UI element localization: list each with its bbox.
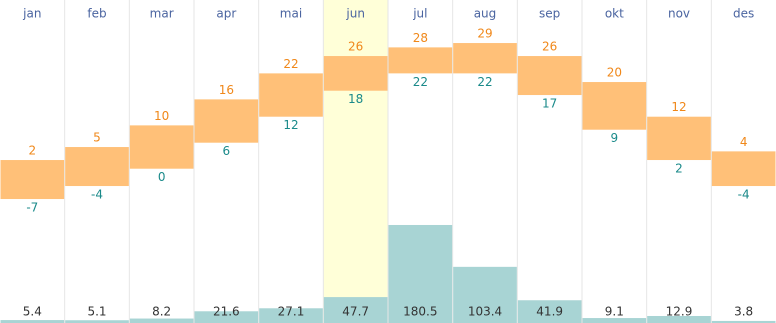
low-label: 0 <box>158 170 166 184</box>
low-label: 2 <box>675 162 683 176</box>
precipitation-label: 5.4 <box>23 305 42 319</box>
precipitation-label: 21.6 <box>213 305 240 319</box>
month-label: aug <box>474 7 497 21</box>
month-label: jun <box>345 7 365 21</box>
temperature-bar <box>129 125 194 169</box>
temperature-bar <box>194 99 259 143</box>
month-label: jan <box>22 7 41 21</box>
month-label: mar <box>150 7 174 21</box>
high-label: 2 <box>29 144 37 158</box>
precipitation-bar <box>129 318 194 323</box>
month-label: apr <box>216 7 236 21</box>
temperature-bar <box>0 160 65 200</box>
month-label: des <box>733 7 754 21</box>
high-label: 5 <box>93 131 101 145</box>
temperature-bar <box>517 56 582 96</box>
low-label: 12 <box>283 118 298 132</box>
low-label: 22 <box>477 75 492 89</box>
low-label: 9 <box>611 131 619 145</box>
precipitation-bar <box>647 315 711 323</box>
precipitation-bar <box>453 266 517 323</box>
month-label: nov <box>668 7 690 21</box>
high-label: 10 <box>154 109 169 123</box>
precipitation-bar <box>0 320 65 323</box>
precipitation-label: 5.1 <box>87 305 106 319</box>
temperature-bar <box>388 47 453 74</box>
month-label: mai <box>280 7 302 21</box>
high-label: 26 <box>542 40 557 54</box>
precipitation-label: 180.5 <box>403 305 437 319</box>
high-label: 22 <box>283 57 298 71</box>
high-label: 28 <box>413 31 428 45</box>
temperature-bar <box>647 116 711 161</box>
precipitation-label: 12.9 <box>666 305 693 319</box>
precipitation-bar <box>65 320 129 323</box>
precipitation-label: 8.2 <box>152 305 171 319</box>
high-label: 26 <box>348 40 363 54</box>
month-label: feb <box>87 7 106 21</box>
high-label: 12 <box>671 100 686 114</box>
temperature-bar <box>323 56 388 91</box>
precipitation-label: 3.8 <box>734 305 753 319</box>
month-label: sep <box>539 7 560 21</box>
temperature-bar <box>582 82 647 130</box>
low-label: -4 <box>738 188 750 202</box>
low-label: -4 <box>91 188 103 202</box>
low-label: 22 <box>413 75 428 89</box>
low-label: 6 <box>223 144 231 158</box>
temperature-bar <box>65 147 129 187</box>
precipitation-label: 27.1 <box>278 305 305 319</box>
precipitation-label: 9.1 <box>605 305 624 319</box>
temperature-bar <box>711 151 776 187</box>
low-label: -7 <box>26 201 38 215</box>
precipitation-label: 41.9 <box>536 305 563 319</box>
highlight-column <box>323 0 388 323</box>
precipitation-bar <box>582 318 647 323</box>
precipitation-bar <box>259 308 323 323</box>
high-label: 4 <box>740 135 748 149</box>
precipitation-bar <box>388 224 453 323</box>
low-label: 17 <box>542 97 557 111</box>
precipitation-bar <box>711 320 776 323</box>
month-label: jul <box>412 7 427 21</box>
temperature-bar <box>453 43 517 74</box>
precipitation-bar <box>517 300 582 323</box>
high-label: 16 <box>219 83 234 97</box>
high-label: 20 <box>607 66 622 80</box>
high-label: 29 <box>477 27 492 41</box>
precipitation-label: 103.4 <box>468 305 502 319</box>
month-label: okt <box>605 7 624 21</box>
low-label: 18 <box>348 92 363 106</box>
precipitation-bar <box>323 297 388 323</box>
precipitation-label: 47.7 <box>342 305 369 319</box>
precipitation-bar <box>194 311 259 323</box>
temperature-bar <box>259 73 323 117</box>
